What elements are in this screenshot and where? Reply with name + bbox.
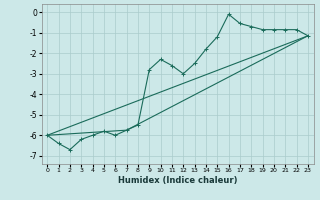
X-axis label: Humidex (Indice chaleur): Humidex (Indice chaleur)	[118, 176, 237, 185]
